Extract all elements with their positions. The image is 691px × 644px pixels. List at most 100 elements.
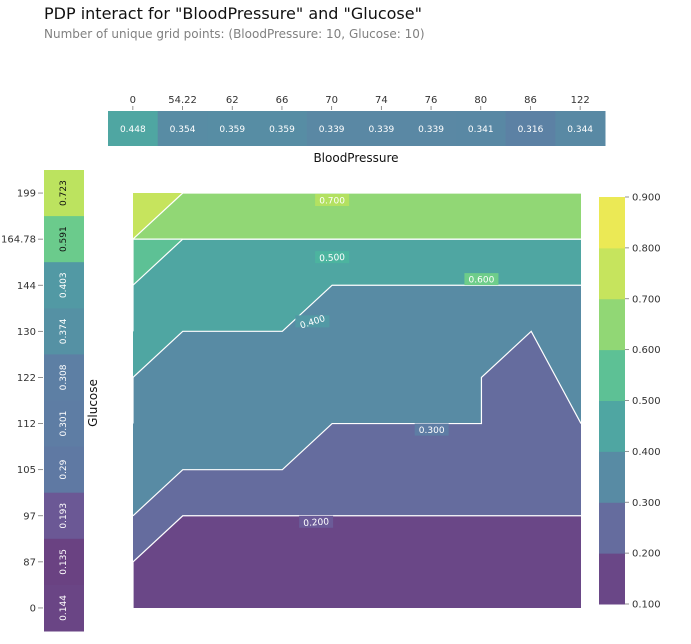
left-strip-cell (44, 216, 84, 263)
contour-label: 0.300 (419, 426, 445, 436)
contour-label-bg (414, 423, 449, 436)
colorbar-segment (599, 349, 625, 401)
top-strip-cell (505, 111, 556, 146)
contour-label: 0.200 (303, 517, 330, 529)
contour-band (133, 193, 147, 207)
left-strip: 0.723 199 0.591 164.78 0.403 144 0.374 130 0.308… (1, 170, 84, 632)
left-strip-tick-label: 112 (17, 419, 36, 430)
colorbar-tick-label: 0.300 (632, 498, 661, 509)
colorbar-tick-label: 0.100 (632, 600, 661, 611)
top-strip: 0.448 0 0.354 54.22 0.359 62 0.359 66 0.339 70 0.3… (108, 95, 606, 146)
left-strip-cell (44, 446, 84, 494)
contour-band (133, 193, 581, 424)
contour-label-bg (315, 251, 350, 264)
top-strip-cell (157, 111, 208, 146)
colorbar-segment (599, 247, 625, 300)
left-strip-value: 0.308 (59, 364, 69, 390)
colorbar-segment (599, 451, 625, 503)
colorbar-tick-label: 0.200 (632, 549, 661, 560)
left-strip-cell (44, 308, 84, 355)
left-strip-tick-label: 164.78 (1, 235, 36, 246)
contour-label-bg (315, 194, 350, 206)
contour-label: 0.600 (469, 276, 495, 286)
left-strip-cell (44, 262, 84, 309)
left-strip-value: 0.193 (59, 503, 69, 529)
top-strip-cell (406, 111, 457, 146)
top-strip-cell (257, 111, 308, 146)
contour-label: 0.500 (319, 253, 346, 264)
chart-subtitle: Number of unique grid points: (BloodPres… (44, 27, 425, 41)
contour-line (132, 238, 581, 286)
left-strip-cell (44, 492, 84, 540)
contour-line (132, 330, 582, 517)
colorbar-tick-label: 0.700 (632, 294, 661, 305)
left-strip-tick-label: 105 (17, 465, 36, 476)
colorbar-segment (599, 553, 625, 605)
left-strip-cell (44, 538, 84, 586)
left-strip-cell (44, 584, 84, 632)
top-strip-tick-label: 0 (130, 95, 136, 106)
top-strip-tick-label: 70 (325, 95, 338, 106)
colorbar-tick-label: 0.900 (632, 193, 661, 204)
top-strip-tick-label: 62 (226, 95, 239, 106)
colorbar-tick-label: 0.400 (632, 447, 661, 458)
left-strip-tick-label: 122 (17, 373, 36, 384)
left-strip-cell (44, 354, 84, 401)
top-strip-cell (108, 111, 159, 146)
contour-line (132, 284, 581, 424)
left-strip-tick-label: 0 (30, 603, 36, 614)
top-strip-value: 0.359 (219, 125, 245, 135)
colorbar-segment (599, 502, 625, 554)
left-strip-value: 0.144 (59, 595, 69, 621)
chart-title: PDP interact for "BloodPressure" and "Gl… (44, 4, 422, 23)
top-strip-value: 0.316 (518, 125, 544, 135)
left-strip-tick-label: 144 (17, 281, 36, 292)
contour-label-bg (299, 515, 334, 528)
contour-label-bg (295, 315, 330, 328)
left-strip-cell (44, 170, 84, 217)
top-strip-value: 0.448 (120, 125, 146, 135)
top-strip-value: 0.339 (368, 125, 394, 135)
left-strip-value: 0.403 (59, 272, 69, 298)
top-strip-tick-label: 86 (524, 95, 537, 106)
colorbar-segment (599, 298, 625, 351)
y-axis-label: Glucose (86, 379, 100, 427)
left-strip-tick-label: 199 (17, 189, 36, 200)
contour-line (132, 192, 581, 240)
colorbar-tick-label: 0.500 (632, 396, 661, 407)
top-strip-value: 0.344 (567, 125, 593, 135)
top-strip-cell (356, 111, 407, 146)
top-strip-tick-label: 74 (375, 95, 388, 106)
left-strip-value: 0.301 (59, 411, 69, 437)
colorbar-segment (599, 197, 625, 249)
left-strip-tick-label: 87 (23, 557, 36, 568)
colorbar-segment (599, 400, 625, 452)
top-strip-tick-label: 54.22 (168, 95, 197, 106)
left-strip-tick-label: 130 (17, 327, 36, 338)
left-strip-value: 0.591 (59, 226, 69, 252)
left-strip-value: 0.135 (59, 549, 69, 575)
left-strip-value: 0.29 (59, 459, 69, 479)
contour-label: 0.700 (319, 197, 345, 207)
left-strip-tick-label: 97 (23, 511, 36, 522)
top-strip-cell (207, 111, 258, 146)
top-strip-value: 0.359 (269, 125, 295, 135)
left-strip-value: 0.374 (59, 318, 69, 344)
top-strip-cell (306, 111, 357, 146)
left-strip-value: 0.723 (59, 180, 69, 206)
top-strip-cell (555, 111, 606, 146)
top-strip-tick-label: 122 (571, 95, 590, 106)
top-strip-value: 0.339 (319, 125, 345, 135)
top-strip-value: 0.354 (170, 125, 196, 135)
colorbar-tick-label: 0.600 (632, 345, 661, 356)
x-axis-label: BloodPressure (313, 151, 398, 165)
top-strip-tick-label: 80 (474, 95, 487, 106)
top-strip-value: 0.341 (468, 125, 494, 135)
top-strip-tick-label: 76 (425, 95, 438, 106)
contour-label-bg (464, 273, 499, 286)
top-strip-cell (455, 111, 507, 146)
top-strip-tick-label: 66 (276, 95, 289, 106)
left-strip-cell (44, 400, 84, 448)
